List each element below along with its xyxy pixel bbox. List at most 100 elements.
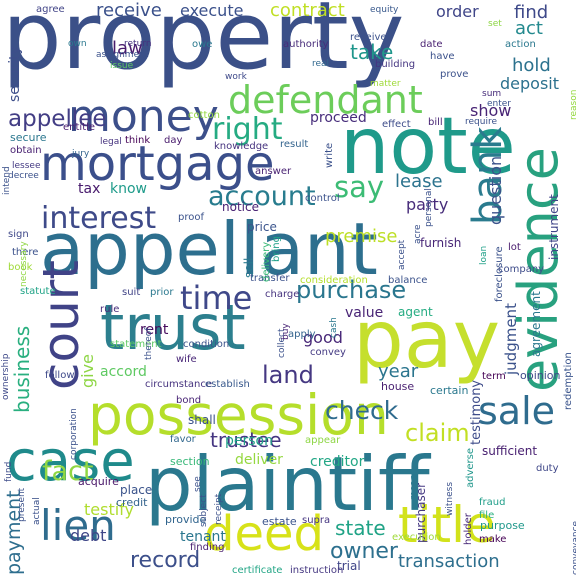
word: entitle [63,122,96,133]
word: statute [20,286,56,297]
word: owner [330,539,398,564]
word: agent [398,305,433,319]
word: interest [41,201,157,236]
word: there [12,247,39,258]
word: trustee [210,428,282,452]
word: prove [440,69,469,80]
word: deliver [235,452,283,468]
word: good [303,328,343,347]
word: appellee [8,106,107,132]
word: pay [353,293,501,386]
word: real [312,59,330,69]
word: corporation [69,408,79,460]
word: transaction [398,551,500,572]
word: rent [140,322,169,338]
word: sale [478,389,556,433]
word: building [375,59,416,70]
word: date [420,39,443,50]
word: title [398,496,496,554]
word: account [208,181,316,212]
word: statement [110,339,162,350]
word: apply [288,329,316,340]
word: receiver [350,32,391,43]
word: money [68,91,219,142]
word: circumstance [145,379,212,390]
word: section [170,455,210,468]
word: issue [110,61,134,71]
word: subject [199,494,209,527]
word: assignment [96,50,149,60]
word: personal [424,188,434,227]
word: redemption [563,352,574,410]
word: creditor [310,454,365,470]
word: think [125,135,151,146]
word: answer [255,166,292,177]
word: premise [325,226,398,247]
word: deposit [500,74,559,93]
word: party [406,195,449,214]
word: set [488,19,502,29]
word: legal [100,137,122,147]
word: fraud [479,497,506,508]
word: necessary [19,241,29,287]
word: execute [180,1,244,20]
word: fact [42,456,94,487]
word: property [2,0,405,91]
word: control [305,193,340,204]
word: act [515,18,543,39]
word: day [164,135,183,146]
word: conveyance [571,520,576,575]
word: authority [283,39,329,50]
word: find [514,2,549,23]
word: show [470,101,512,120]
word: intend [2,166,12,195]
word: lien [40,501,116,550]
word: tenant [180,529,226,545]
word: certain [430,384,469,397]
word: establish [205,379,250,390]
word: witness [445,481,455,516]
word: cash [329,317,339,338]
word: appellant [40,207,378,291]
word: reason [569,89,576,120]
word: write [324,142,335,168]
word: instruction [290,565,344,576]
word: company [498,264,545,275]
word: foreclosure [494,246,505,302]
word: present [17,487,27,522]
word: business [10,325,34,413]
word: effect [382,119,411,130]
word: transfer [250,273,290,284]
word: shall [188,413,216,427]
word: estate [262,515,297,528]
word: equity [370,5,399,15]
word: jury [72,149,90,159]
word: bond [176,395,202,406]
word: person [225,433,273,449]
word: provide [165,513,207,526]
word: judgment [502,303,520,375]
word: term [482,371,506,382]
word: right [212,112,283,147]
word: appear [305,435,341,446]
word: thereof [144,327,154,360]
word: book [8,262,33,273]
word: file [479,510,495,521]
word: lot [508,242,521,253]
word: mean [409,474,419,500]
word: check [325,396,399,425]
word: require [465,117,497,127]
word: have [430,51,455,62]
word: result [280,139,309,150]
word: follow [45,370,75,381]
word: law [112,38,143,59]
word: testify [84,500,134,519]
word: mortgage [40,136,275,192]
word: sufficient [482,444,538,458]
word: price [247,220,277,234]
word: work [225,72,247,82]
word: proceed [310,110,367,126]
word: trial [337,559,361,573]
word: give [78,354,97,388]
word: testimony [469,379,484,445]
